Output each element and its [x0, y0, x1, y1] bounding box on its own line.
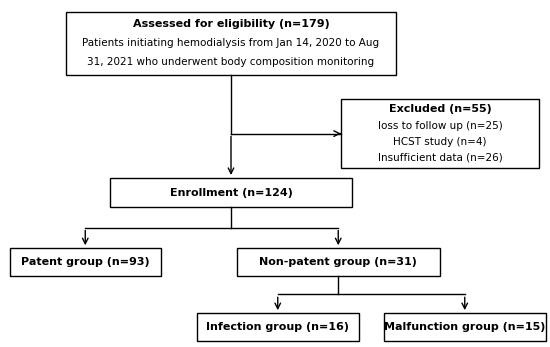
- Text: Insufficient data (n=26): Insufficient data (n=26): [378, 153, 502, 163]
- Text: Non-patent group (n=31): Non-patent group (n=31): [259, 257, 417, 267]
- FancyBboxPatch shape: [110, 178, 352, 207]
- Text: Assessed for eligibility (n=179): Assessed for eligibility (n=179): [133, 19, 329, 29]
- Text: Patent group (n=93): Patent group (n=93): [21, 257, 150, 267]
- FancyBboxPatch shape: [197, 313, 359, 341]
- Text: Excluded (n=55): Excluded (n=55): [389, 104, 491, 115]
- FancyBboxPatch shape: [236, 248, 440, 276]
- FancyBboxPatch shape: [66, 12, 396, 75]
- FancyBboxPatch shape: [384, 313, 546, 341]
- Text: HCST study (n=4): HCST study (n=4): [393, 137, 487, 147]
- FancyBboxPatch shape: [9, 248, 161, 276]
- Text: loss to follow up (n=25): loss to follow up (n=25): [378, 120, 502, 130]
- Text: 31, 2021 who underwent body composition monitoring: 31, 2021 who underwent body composition …: [87, 57, 375, 67]
- Text: Infection group (n=16): Infection group (n=16): [206, 322, 349, 332]
- Text: Enrollment (n=124): Enrollment (n=124): [169, 188, 293, 197]
- Text: Patients initiating hemodialysis from Jan 14, 2020 to Aug: Patients initiating hemodialysis from Ja…: [82, 39, 379, 48]
- Text: Malfunction group (n=15): Malfunction group (n=15): [384, 322, 546, 332]
- FancyBboxPatch shape: [341, 99, 539, 168]
